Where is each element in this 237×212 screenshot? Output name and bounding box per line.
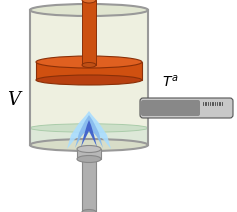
Ellipse shape bbox=[30, 4, 148, 16]
Polygon shape bbox=[30, 10, 148, 145]
Polygon shape bbox=[82, 0, 96, 65]
Ellipse shape bbox=[82, 209, 96, 212]
Polygon shape bbox=[75, 115, 103, 148]
Ellipse shape bbox=[36, 75, 142, 85]
Ellipse shape bbox=[77, 145, 101, 152]
Polygon shape bbox=[67, 111, 111, 149]
Polygon shape bbox=[77, 149, 101, 159]
Ellipse shape bbox=[82, 63, 96, 67]
Polygon shape bbox=[30, 128, 148, 145]
FancyBboxPatch shape bbox=[140, 98, 233, 118]
Ellipse shape bbox=[77, 155, 101, 163]
Polygon shape bbox=[36, 62, 142, 80]
Ellipse shape bbox=[30, 139, 148, 151]
Polygon shape bbox=[81, 120, 97, 147]
FancyBboxPatch shape bbox=[141, 100, 200, 116]
Ellipse shape bbox=[82, 0, 96, 3]
Text: V: V bbox=[8, 91, 20, 109]
Polygon shape bbox=[82, 159, 96, 212]
Ellipse shape bbox=[30, 124, 148, 132]
Ellipse shape bbox=[36, 56, 142, 68]
Text: $T^a$: $T^a$ bbox=[162, 74, 179, 90]
